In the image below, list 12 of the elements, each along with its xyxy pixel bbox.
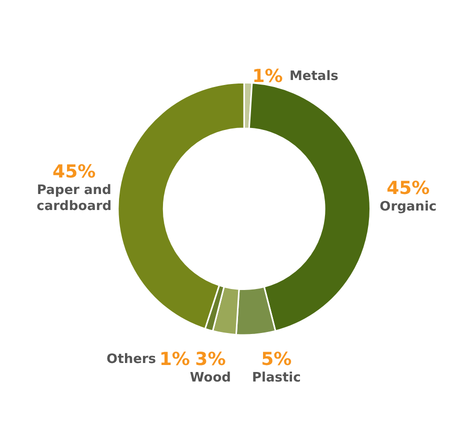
slice-label: Plastic (252, 370, 301, 386)
slice-label: Metals (289, 69, 339, 84)
data-label: 3% (195, 348, 226, 370)
data-label: 1% (159, 348, 190, 370)
data-label: 45% (52, 162, 96, 183)
slice-label: Paper and cardboard (36, 183, 112, 214)
data-label: 1% (252, 66, 283, 88)
data-label: 45% (386, 178, 430, 199)
slice-label: Others (106, 352, 156, 367)
slice-label: Organic (380, 199, 437, 214)
slice-label: Wood (190, 370, 231, 386)
data-label: 5% (261, 348, 292, 370)
